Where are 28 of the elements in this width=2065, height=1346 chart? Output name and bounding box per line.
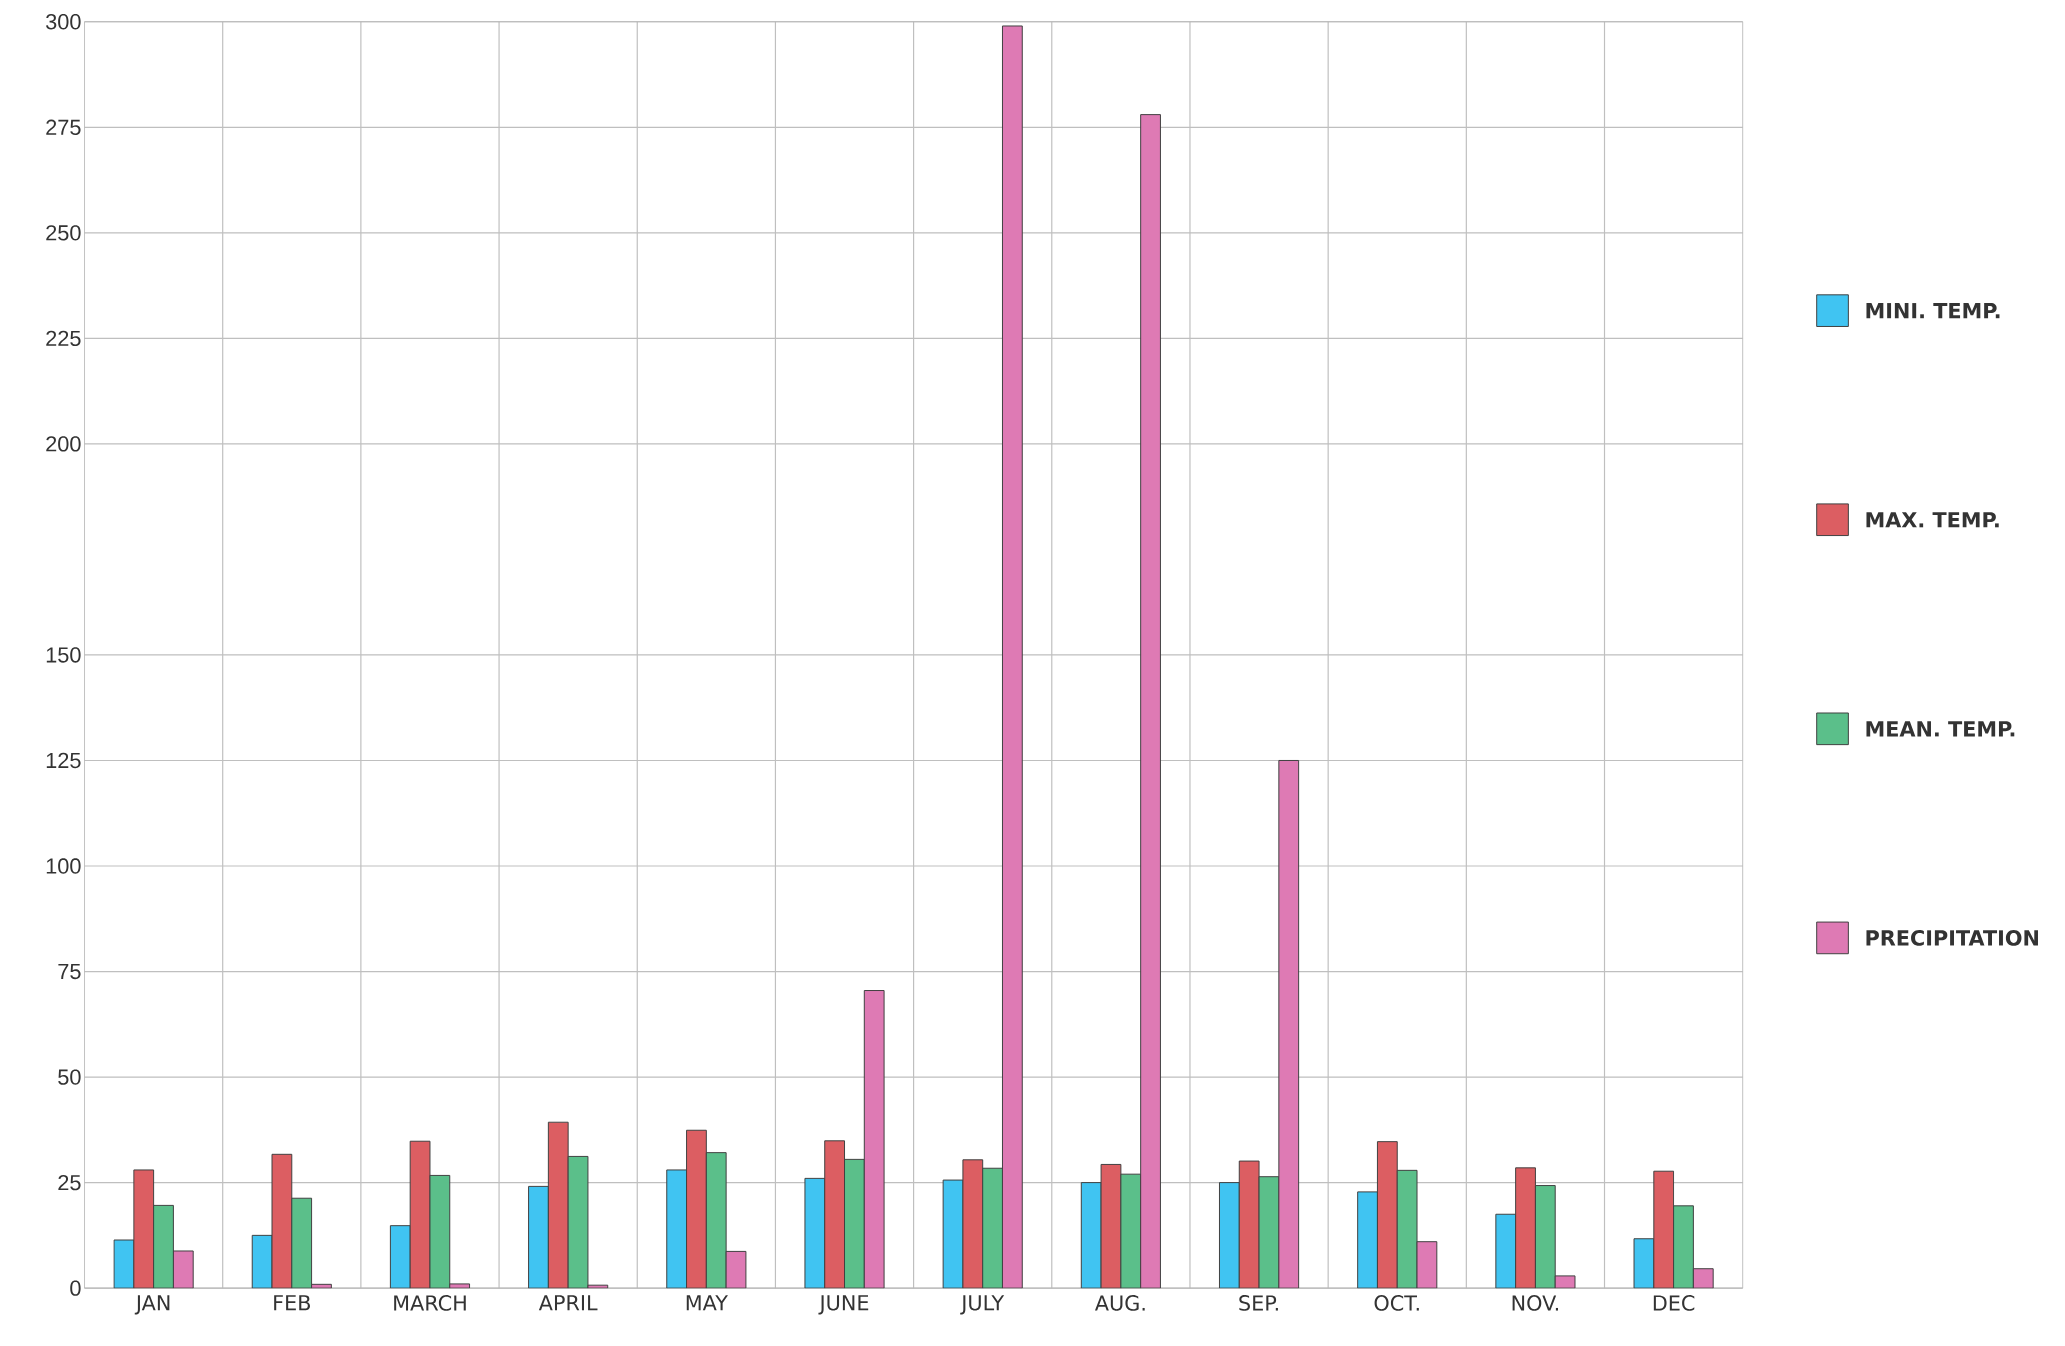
y-tick-label: 200	[46, 436, 81, 452]
x-tick-label: MAY	[686, 1295, 728, 1311]
x-tick-label: FEB	[274, 1295, 310, 1311]
x-tick-label: JULY	[960, 1295, 1005, 1315]
y-tick-label: 150	[46, 647, 81, 663]
x-tick-label: AUG.	[1094, 1295, 1145, 1312]
y-tick-label: 250	[46, 225, 81, 241]
y-tick-label: 300	[46, 14, 81, 30]
x-tick-label: MARCH	[394, 1295, 466, 1312]
y-tick-label: 25	[58, 1175, 81, 1191]
legend-label: PRECIPITATION	[1866, 930, 2038, 946]
y-tick-label: 125	[46, 753, 81, 769]
x-tick-label: OCT.	[1374, 1295, 1419, 1312]
y-tick-label: 275	[46, 119, 81, 136]
y-tick-label: 0	[70, 1280, 81, 1297]
y-tick-label: 75	[58, 964, 81, 980]
legend-label: MAX. TEMP.	[1866, 512, 1999, 528]
y-tick-label: 100	[46, 858, 81, 874]
y-tick-label: 225	[46, 330, 81, 347]
legend-label: MEAN. TEMP.	[1866, 721, 2015, 737]
x-tick-label: APRIL	[538, 1295, 598, 1311]
x-tick-label: SEP.	[1239, 1295, 1278, 1312]
y-tick-label: 50	[58, 1069, 81, 1086]
x-tick-label: JAN	[134, 1295, 170, 1315]
x-tick-label: NOV.	[1512, 1295, 1558, 1312]
x-tick-label: JUNE	[818, 1295, 869, 1315]
legend-label: MINI. TEMP.	[1866, 303, 2000, 319]
x-tick-label: DEC	[1653, 1295, 1695, 1312]
